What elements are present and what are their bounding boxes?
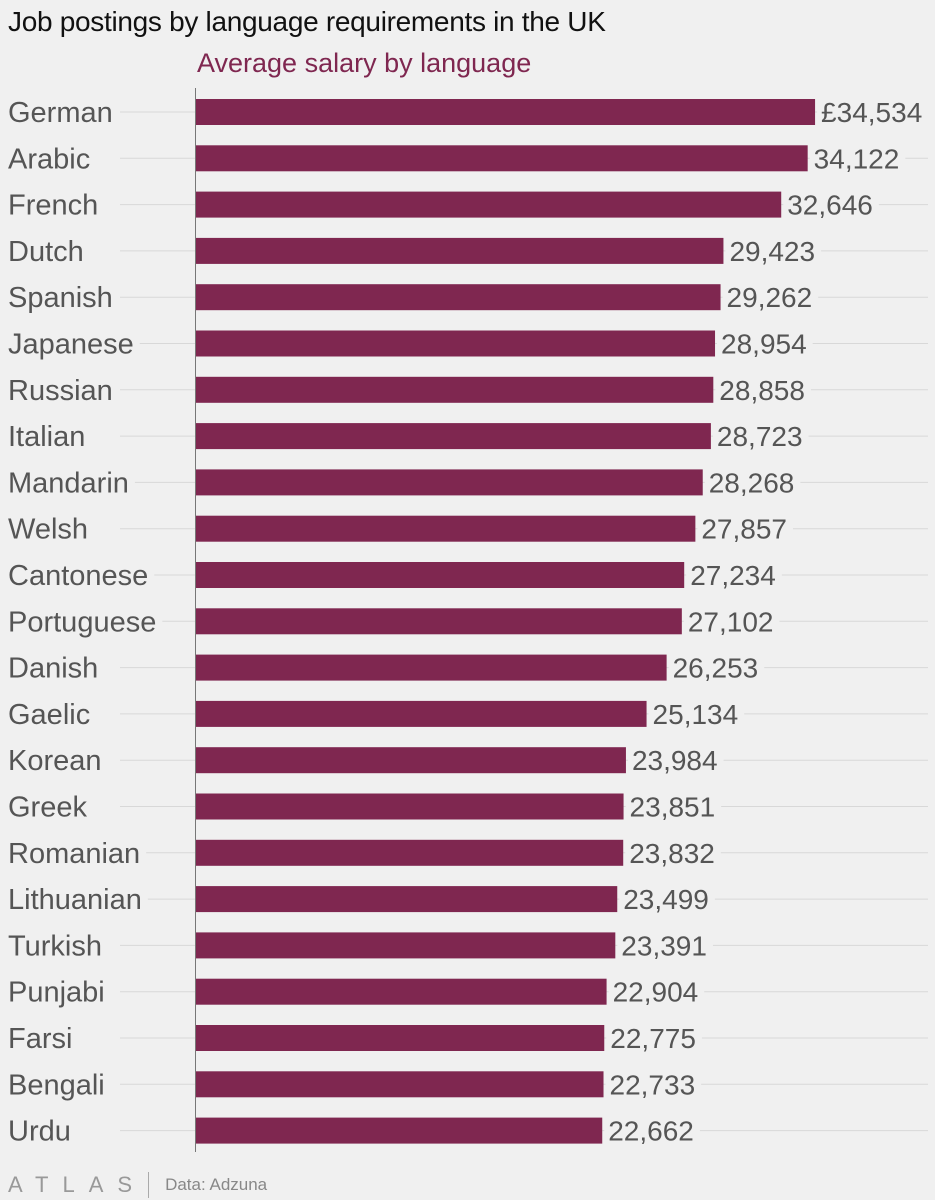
category-label: Greek xyxy=(8,792,87,824)
value-label: 25,134 xyxy=(653,699,739,730)
category-labels: German Arabic French Dutch Spanish Japanese Ru… xyxy=(0,95,163,1148)
value-label: 22,904 xyxy=(613,977,699,1008)
category-label: Danish xyxy=(8,653,98,685)
category-label: Cantonese xyxy=(8,560,148,592)
value-label: 23,391 xyxy=(621,930,707,961)
value-label: 22,775 xyxy=(610,1023,696,1054)
atlas-logo: ATLAS xyxy=(8,1172,147,1197)
bar-italian xyxy=(196,423,711,450)
category-label: Mandarin xyxy=(8,467,129,499)
value-label: 28,268 xyxy=(709,467,795,498)
value-label: £34,534 xyxy=(821,97,922,128)
bar-russian xyxy=(196,376,714,403)
bar-japanese xyxy=(196,330,716,357)
chart-title: Job postings by language requirements in… xyxy=(8,6,606,37)
bar-cantonese xyxy=(196,562,685,588)
bar-portuguese xyxy=(196,608,682,635)
category-label: Gaelic xyxy=(8,699,90,731)
bar-german xyxy=(196,99,816,125)
category-label: Lithuanian xyxy=(8,884,142,916)
bar-mandarin xyxy=(196,469,703,496)
category-label: Turkish xyxy=(8,930,102,962)
footer: ATLAS Data: Adzuna xyxy=(8,1172,267,1198)
category-label: Spanish xyxy=(8,282,113,314)
value-label: 23,851 xyxy=(630,792,716,823)
category-label: Romanian xyxy=(8,838,140,870)
value-label: 23,832 xyxy=(629,838,715,869)
bar-lithuanian xyxy=(196,886,618,913)
bar-danish xyxy=(196,654,667,681)
bar-greek xyxy=(196,793,624,820)
bars xyxy=(196,99,816,1144)
bar-bengali xyxy=(196,1071,604,1098)
value-label: 28,858 xyxy=(719,375,805,406)
category-label: Italian xyxy=(8,421,85,453)
bar-farsi xyxy=(196,1025,605,1051)
value-labels: £34,534 34,122 32,646 29,423 29,262 28,954 28,… xyxy=(604,95,929,1148)
bar-korean xyxy=(196,747,626,774)
bar-welsh xyxy=(196,515,696,542)
bar-spanish xyxy=(196,284,721,311)
value-label: 27,234 xyxy=(690,560,776,591)
value-label: 28,723 xyxy=(717,421,803,452)
bar-dutch xyxy=(196,237,724,264)
category-label: Portuguese xyxy=(8,606,156,638)
footer-divider xyxy=(148,1172,150,1198)
bar-urdu xyxy=(196,1117,603,1144)
value-label: 34,122 xyxy=(814,143,900,174)
value-label: 29,423 xyxy=(729,236,815,267)
bar-turkish xyxy=(196,932,616,959)
category-label: Welsh xyxy=(8,514,88,546)
data-source: Data: Adzuna xyxy=(165,1175,268,1194)
category-label: Japanese xyxy=(8,329,134,361)
category-label: Dutch xyxy=(8,236,84,268)
bar-romanian xyxy=(196,839,624,866)
value-label: 22,662 xyxy=(608,1116,694,1147)
value-label: 27,102 xyxy=(688,606,774,637)
value-label: 28,954 xyxy=(721,329,807,360)
value-label: 23,984 xyxy=(632,745,718,776)
value-label: 32,646 xyxy=(787,190,873,221)
category-label: Russian xyxy=(8,375,113,407)
category-label: Korean xyxy=(8,745,102,777)
bar-chart: German Arabic French Dutch Spanish Japanese Ru… xyxy=(0,88,929,1152)
value-label: 23,499 xyxy=(623,884,709,915)
category-label: French xyxy=(8,190,98,222)
bar-french xyxy=(196,191,782,218)
value-label: 29,262 xyxy=(727,282,813,313)
category-label: Arabic xyxy=(8,143,90,175)
category-label: Punjabi xyxy=(8,977,105,1009)
bar-arabic xyxy=(196,145,808,172)
bar-gaelic xyxy=(196,700,647,727)
bar-punjabi xyxy=(196,978,607,1005)
category-label: Urdu xyxy=(8,1116,71,1148)
category-label: Bengali xyxy=(8,1069,105,1101)
value-label: 26,253 xyxy=(673,653,759,684)
category-label: Farsi xyxy=(8,1023,72,1055)
chart-subtitle: Average salary by language xyxy=(197,48,532,78)
value-label: 27,857 xyxy=(701,514,787,545)
category-label: German xyxy=(8,97,113,129)
value-label: 22,733 xyxy=(610,1069,696,1100)
